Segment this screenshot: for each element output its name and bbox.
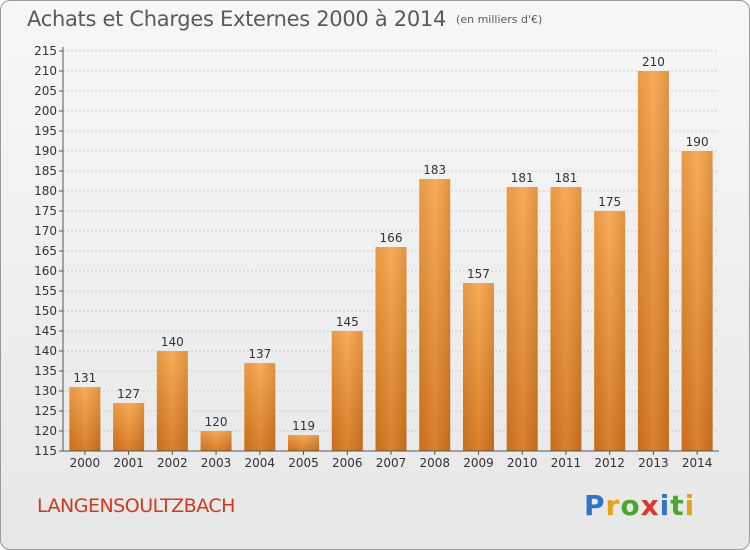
y-tick-label-125: 125 xyxy=(34,404,57,418)
y-tick-label-155: 155 xyxy=(34,284,57,298)
bar-shade-2008 xyxy=(419,179,451,451)
x-tick-label-2013: 2013 xyxy=(638,456,669,470)
labels: 115 120 125 130 135 140 145 150 155 160 165 170 175 1… xyxy=(34,44,712,470)
x-tick-label-2001: 2001 xyxy=(113,456,144,470)
y-tick-label-215: 215 xyxy=(34,44,57,58)
y-tick-label-210: 210 xyxy=(34,64,57,78)
value-label-2013: 210 xyxy=(642,55,665,69)
x-tick-label-2011: 2011 xyxy=(551,456,582,470)
logo-letter: o xyxy=(620,489,641,522)
title-row: Achats et Charges Externes 2000 à 2014 (e… xyxy=(27,7,542,31)
proxiti-logo: Proxiti xyxy=(584,489,695,522)
y-tick-label-180: 180 xyxy=(34,184,57,198)
y-tick-label-195: 195 xyxy=(34,124,57,138)
commune-name: LANGENSOULTZBACH xyxy=(37,495,235,517)
bar-shade-2003 xyxy=(200,431,232,451)
bar-shade-2005 xyxy=(288,435,320,451)
y-tick-label-140: 140 xyxy=(34,344,57,358)
value-label-2001: 127 xyxy=(117,387,140,401)
y-tick-label-115: 115 xyxy=(34,444,57,458)
x-tick-label-2014: 2014 xyxy=(682,456,713,470)
axes xyxy=(59,47,719,455)
x-tick-label-2006: 2006 xyxy=(332,456,363,470)
bar-shade-2013 xyxy=(637,71,669,451)
y-tick-label-205: 205 xyxy=(34,84,57,98)
value-label-2000: 131 xyxy=(73,371,96,385)
bar-shade-2011 xyxy=(550,187,582,451)
chart-subtitle: (en milliers d'€) xyxy=(456,13,543,26)
x-tick-label-2010: 2010 xyxy=(507,456,538,470)
bar-shade-2009 xyxy=(462,283,494,451)
y-tick-label-120: 120 xyxy=(34,424,57,438)
x-tick-label-2007: 2007 xyxy=(376,456,407,470)
logo-letter: P xyxy=(584,489,606,522)
logo-letter: t xyxy=(670,489,685,522)
logo-letter: i xyxy=(684,489,696,522)
logo-letter: i xyxy=(659,489,671,522)
logo-letter: r xyxy=(605,489,621,522)
y-tick-label-175: 175 xyxy=(34,204,57,218)
x-tick-label-2004: 2004 xyxy=(245,456,276,470)
y-tick-label-165: 165 xyxy=(34,244,57,258)
y-tick-label-150: 150 xyxy=(34,304,57,318)
y-tick-label-130: 130 xyxy=(34,384,57,398)
value-label-2011: 181 xyxy=(554,171,577,185)
value-label-2002: 140 xyxy=(161,335,184,349)
y-tick-label-185: 185 xyxy=(34,164,57,178)
value-label-2007: 166 xyxy=(380,231,403,245)
value-label-2012: 175 xyxy=(598,195,621,209)
value-label-2005: 119 xyxy=(292,419,315,433)
value-label-2004: 137 xyxy=(248,347,271,361)
bars xyxy=(69,71,713,451)
x-tick-label-2012: 2012 xyxy=(594,456,625,470)
bar-shade-2012 xyxy=(594,211,626,451)
x-tick-label-2002: 2002 xyxy=(157,456,188,470)
y-tick-label-190: 190 xyxy=(34,144,57,158)
bar-shade-2010 xyxy=(506,187,538,451)
y-tick-label-160: 160 xyxy=(34,264,57,278)
value-label-2006: 145 xyxy=(336,315,359,329)
y-tick-label-135: 135 xyxy=(34,364,57,378)
chart-title: Achats et Charges Externes 2000 à 2014 xyxy=(27,7,447,31)
bar-shade-2004 xyxy=(244,363,276,451)
logo-letter: x xyxy=(640,489,660,522)
bar-shade-2014 xyxy=(681,151,713,451)
value-label-2014: 190 xyxy=(686,135,709,149)
bar-shade-2006 xyxy=(331,331,363,451)
bar-shade-2002 xyxy=(156,351,188,451)
value-label-2010: 181 xyxy=(511,171,534,185)
y-tick-label-145: 145 xyxy=(34,324,57,338)
bar-shade-2007 xyxy=(375,247,407,451)
x-tick-label-2005: 2005 xyxy=(288,456,319,470)
y-tick-label-170: 170 xyxy=(34,224,57,238)
value-label-2003: 120 xyxy=(205,415,228,429)
bar-shade-2001 xyxy=(113,403,145,451)
x-tick-label-2008: 2008 xyxy=(419,456,450,470)
x-tick-label-2000: 2000 xyxy=(70,456,101,470)
value-label-2009: 157 xyxy=(467,267,490,281)
y-tick-label-200: 200 xyxy=(34,104,57,118)
bar-shade-2000 xyxy=(69,387,101,451)
value-label-2008: 183 xyxy=(423,163,446,177)
x-tick-label-2009: 2009 xyxy=(463,456,494,470)
x-tick-label-2003: 2003 xyxy=(201,456,232,470)
